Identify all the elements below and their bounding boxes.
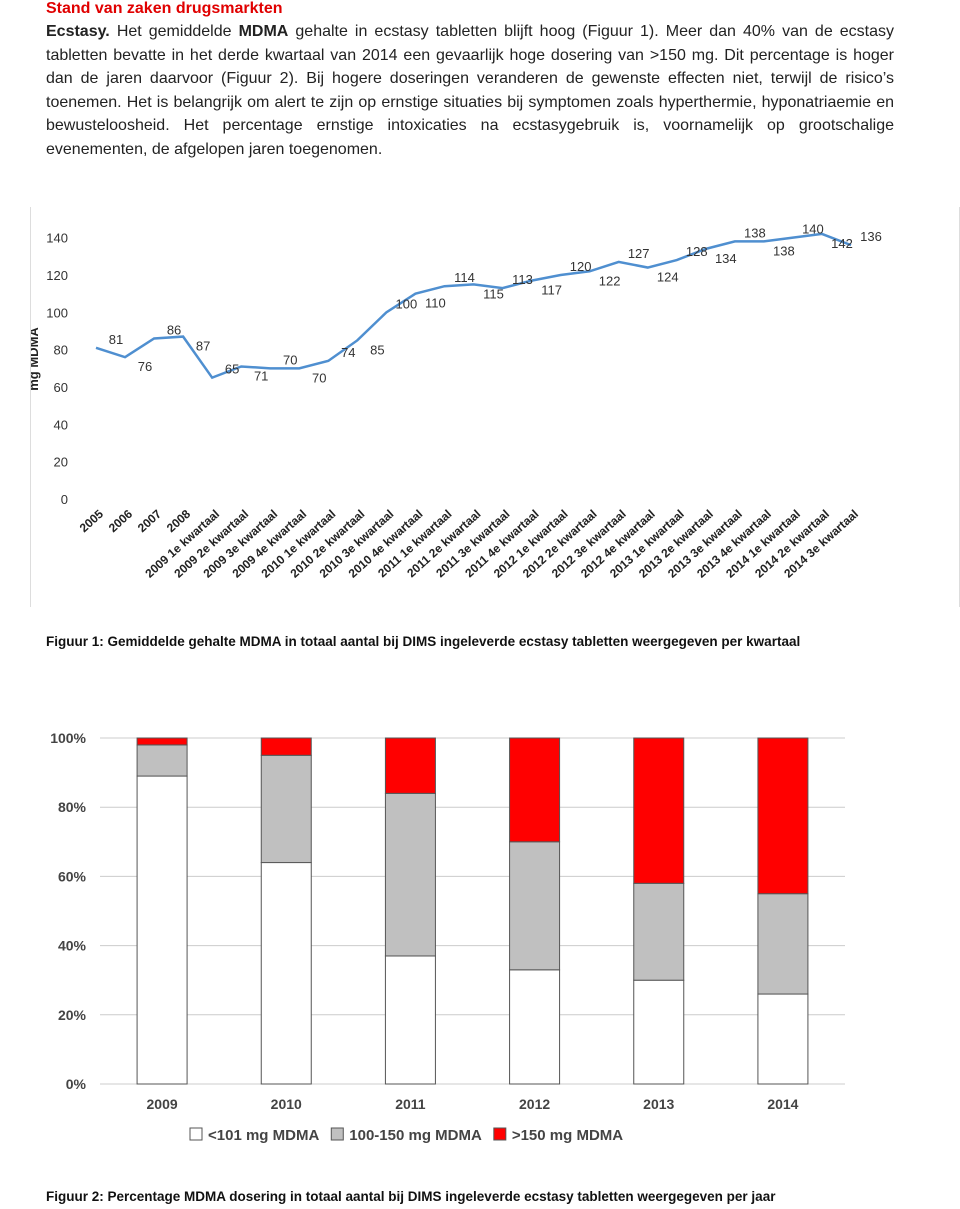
bar-segment	[260, 737, 312, 756]
bar-segment	[633, 882, 685, 981]
y-tick-label: 120	[46, 268, 68, 283]
data-label: 110	[425, 296, 446, 311]
text-run: gehalte in ecstasy tabletten blijft hoog…	[46, 23, 895, 158]
legend-label: 100-150 mg MDMA	[349, 1127, 482, 1144]
y-tick-label: 20	[54, 455, 68, 470]
x-tick-label: 2005	[77, 507, 106, 535]
data-label: 65	[225, 362, 239, 377]
paragraph: Ecstasy. Het gemiddelde MDMA gehalte in …	[46, 20, 894, 162]
text-run: Ecstasy.	[46, 23, 110, 40]
x-tick-label: 2013	[643, 1096, 674, 1112]
y-tick-label: 80%	[58, 799, 87, 815]
data-label: 124	[657, 270, 679, 285]
data-label: 122	[599, 273, 621, 288]
data-label: 71	[254, 368, 268, 383]
y-tick-label: 100	[46, 305, 68, 320]
y-tick-label: 40%	[58, 938, 87, 954]
data-label: 100	[396, 296, 418, 311]
text-run: Het gemiddelde	[116, 23, 232, 40]
x-tick-label: 2009	[147, 1096, 178, 1112]
data-label: 136	[860, 229, 882, 244]
x-tick-label: 2011	[395, 1096, 426, 1112]
bar-segment	[757, 893, 809, 995]
data-label: 138	[773, 243, 795, 258]
x-tick-label: 2012	[519, 1096, 550, 1112]
bar-segment	[260, 862, 312, 1085]
data-label: 117	[541, 283, 562, 298]
data-label: 76	[138, 359, 152, 374]
y-tick-label: 0%	[66, 1076, 87, 1092]
data-label: 138	[744, 225, 766, 240]
bar-segment	[509, 969, 561, 1085]
bar-segment	[136, 744, 188, 777]
bar-segment	[633, 737, 685, 884]
data-label: 134	[715, 251, 737, 266]
text-run: MDMA	[238, 23, 289, 40]
y-tick-label: 100%	[50, 730, 86, 746]
data-label: 120	[570, 259, 592, 274]
data-label: 142	[831, 236, 853, 251]
line-chart: 0 20 40 60 80 100 120 140 mg MDMA 81 2005 76 2006 86 2…	[30, 207, 960, 607]
data-label: 127	[628, 246, 650, 261]
bar-segment	[136, 737, 188, 746]
data-label: 87	[196, 339, 210, 354]
data-label: 114	[454, 270, 475, 285]
legend-label: <101 mg MDMA	[208, 1127, 319, 1144]
data-label: 70	[312, 370, 326, 385]
bar-segment	[633, 979, 685, 1085]
legend-swatch	[330, 1127, 344, 1141]
x-tick-label: 2006	[106, 507, 135, 535]
y-tick-label: 40	[54, 417, 68, 432]
data-label: 70	[283, 352, 297, 367]
legend-label: >150 mg MDMA	[512, 1127, 623, 1144]
bar-segment	[136, 775, 188, 1085]
x-tick-label: 2014	[767, 1096, 798, 1112]
bar-segment	[384, 792, 436, 957]
heading: Stand van zaken drugsmarkten	[46, 0, 283, 17]
y-axis-title: mg MDMA	[30, 327, 41, 391]
legend-swatch	[189, 1127, 203, 1141]
bar-segment	[384, 737, 436, 794]
data-label: 115	[483, 286, 504, 301]
bar-chart: 0% 20% 40% 60% 80% 100% 2009 2010 2011 2012 2013 20…	[50, 730, 845, 1144]
x-tick-label: 2007	[135, 507, 164, 535]
data-label: 81	[109, 332, 123, 347]
data-label: 140	[802, 222, 824, 237]
y-tick-label: 60%	[58, 868, 87, 884]
bar-segment	[260, 754, 312, 864]
bar-segment	[509, 737, 561, 843]
y-tick-label: 0	[61, 492, 68, 507]
y-tick-label: 20%	[58, 1007, 87, 1023]
bar-segment	[757, 993, 809, 1085]
x-tick-label: 2010	[271, 1096, 302, 1112]
data-label: 85	[370, 342, 384, 357]
bar-segment	[509, 841, 561, 971]
data-label: 86	[167, 322, 181, 337]
data-label: 74	[341, 345, 355, 360]
line	[95, 232, 852, 380]
y-tick-label: 140	[46, 231, 68, 246]
bar-segment	[757, 737, 809, 895]
data-label: 113	[512, 272, 533, 287]
y-tick-label: 60	[54, 380, 68, 395]
caption: Figuur 1: Gemiddelde gehalte MDMA in tot…	[46, 634, 801, 649]
caption: Figuur 2: Percentage MDMA dosering in to…	[46, 1189, 776, 1204]
data-label: 128	[686, 244, 708, 259]
legend-swatch	[493, 1127, 507, 1141]
bar-segment	[384, 955, 436, 1085]
y-tick-label: 80	[54, 343, 68, 358]
